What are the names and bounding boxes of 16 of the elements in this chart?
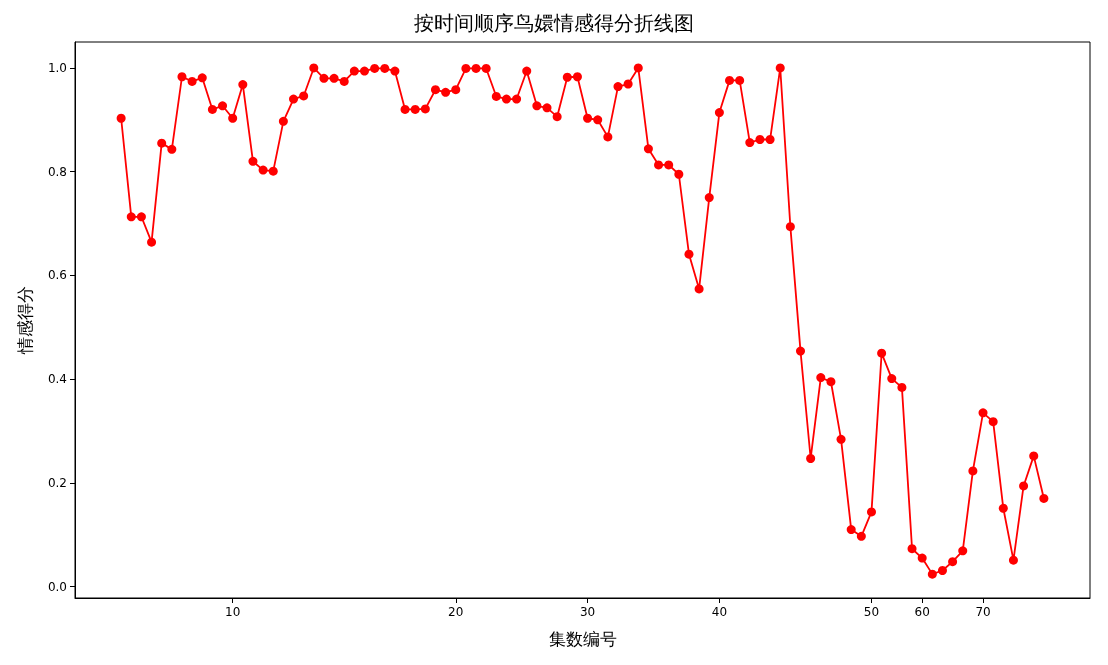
- x-tick-label: 60: [914, 605, 930, 619]
- x-tick-label: 30: [579, 605, 596, 619]
- y-axis-title: 情感得分: [14, 286, 35, 355]
- x-axis-title: 集数编号: [548, 628, 617, 649]
- y-tick-label: 1.0: [47, 60, 67, 75]
- x-tick-label: 40: [711, 605, 728, 619]
- chart-title: 按时间顺序鸟嬛情感得分折线图: [414, 11, 694, 35]
- y-tick-label: 0.2: [47, 475, 67, 490]
- y-tick-label: 0.6: [47, 268, 67, 283]
- x-tick-label: 10: [225, 605, 241, 619]
- x-tick-label: 50: [863, 605, 880, 619]
- x-tick-label: 70: [975, 605, 991, 619]
- y-tick-label: 0.4: [47, 372, 67, 387]
- y-tick-label: 0.8: [47, 164, 67, 179]
- x-tick-label: 20: [448, 605, 464, 619]
- y-tick-label: 0.0: [47, 579, 67, 594]
